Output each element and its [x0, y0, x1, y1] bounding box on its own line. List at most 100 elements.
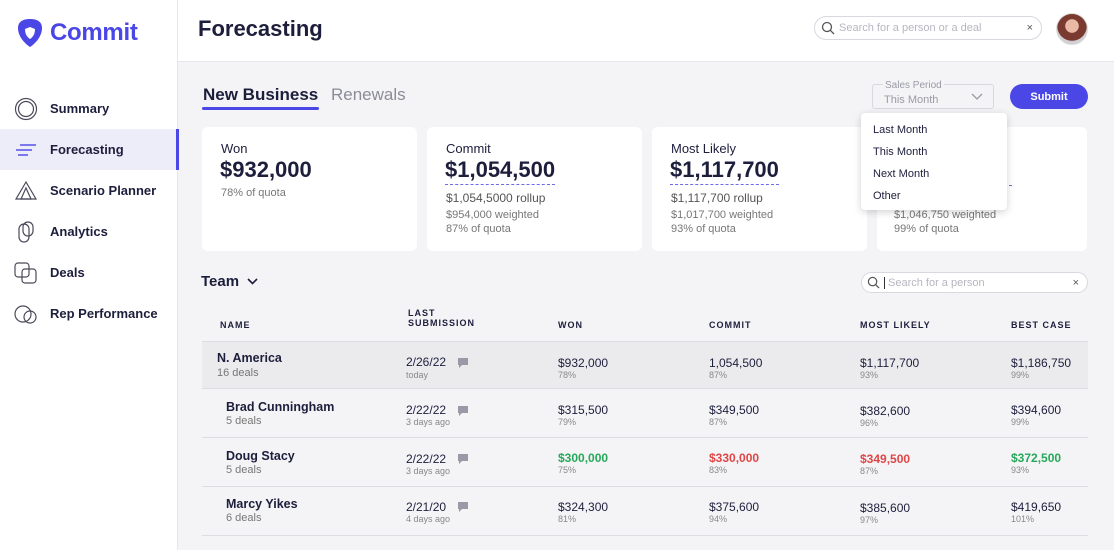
card-rollup: $1,117,700 rollup [671, 191, 763, 205]
row-commit: $349,500 [709, 403, 760, 417]
sidebar-item-label: Analytics [50, 224, 108, 239]
row-best-case-pct: 93% [1011, 465, 1030, 475]
menu-item-this-month[interactable]: This Month [873, 146, 928, 158]
table-row[interactable]: N. America 16 deals 2/26/22 today $932,0… [202, 341, 1088, 389]
row-most-likely: $385,600 [860, 501, 911, 515]
sales-period-select[interactable]: Sales Period This Month [872, 80, 994, 109]
team-selector[interactable]: Team [201, 273, 258, 290]
ring-icon [14, 97, 38, 121]
pill-icon [14, 220, 38, 244]
card-value[interactable]: $1,117,700 [670, 157, 779, 185]
row-most-likely-pct: 93% [860, 370, 879, 380]
row-won: $315,500 [558, 403, 609, 417]
row-date: 2/22/22 [406, 452, 447, 466]
row-best-case: $372,500 [1011, 451, 1062, 465]
column-header-submission[interactable]: SUBMISSION [408, 318, 476, 328]
card-label: Most Likely [671, 141, 737, 156]
row-best-case: $394,600 [1011, 403, 1062, 417]
comment-icon[interactable] [457, 357, 469, 369]
column-header-commit[interactable]: COMMIT [709, 320, 752, 330]
table-row[interactable]: Doug Stacy 5 deals 2/22/22 3 days ago $3… [202, 439, 1088, 487]
app-name: Commit [50, 19, 138, 46]
global-search[interactable]: × [814, 16, 1042, 40]
sidebar-item-scenario-planner[interactable]: Scenario Planner [0, 170, 178, 211]
row-deals: 16 deals [217, 367, 259, 379]
sidebar-item-forecasting[interactable]: Forecasting [0, 129, 179, 170]
column-header-best-case[interactable]: BEST CASE [1011, 320, 1072, 330]
sidebar-item-label: Forecasting [50, 142, 124, 157]
menu-item-other[interactable]: Other [873, 190, 901, 202]
row-commit: $375,600 [709, 500, 760, 514]
card-weighted: $1,017,700 weighted [671, 209, 774, 221]
column-header-won[interactable]: WON [558, 320, 583, 330]
row-most-likely: $349,500 [860, 452, 911, 466]
row-name: Marcy Yikes [226, 497, 298, 511]
sidebar-item-label: Rep Performance [50, 306, 158, 321]
row-won-pct: 81% [558, 514, 577, 524]
sales-period-label: Sales Period [883, 80, 944, 91]
team-search[interactable]: × [861, 272, 1088, 293]
column-header-most-likely[interactable]: MOST LIKELY [860, 320, 931, 330]
comment-icon[interactable] [457, 453, 469, 465]
sidebar: Commit Summary Forecasting Scenario Plan… [0, 0, 179, 550]
team-search-input[interactable] [884, 276, 1073, 289]
row-won: $300,000 [558, 451, 609, 465]
tab-new-business[interactable]: New Business [201, 85, 320, 110]
row-commit-pct: 94% [709, 514, 728, 524]
global-search-input[interactable] [839, 22, 1027, 34]
row-best-case-pct: 99% [1011, 370, 1030, 380]
search-icon [867, 276, 880, 289]
row-most-likely-pct: 87% [860, 466, 879, 476]
column-header-name[interactable]: NAME [220, 320, 251, 330]
sidebar-item-analytics[interactable]: Analytics [0, 211, 178, 252]
avatar[interactable] [1056, 13, 1088, 45]
clear-search-icon[interactable]: × [1026, 22, 1033, 34]
sidebar-item-rep-performance[interactable]: Rep Performance [0, 293, 178, 334]
row-won-pct: 78% [558, 370, 577, 380]
card-weighted: $954,000 weighted [446, 209, 539, 221]
card-quota: 99% of quota [894, 223, 959, 235]
row-most-likely: $1,117,700 [860, 356, 920, 370]
chevron-down-icon [247, 278, 258, 285]
submit-button[interactable]: Submit [1010, 84, 1088, 109]
row-most-likely: $382,600 [860, 404, 911, 418]
sidebar-item-label: Summary [50, 101, 110, 116]
row-name: Doug Stacy [226, 449, 295, 463]
sidebar-item-label: Scenario Planner [50, 183, 157, 198]
row-ago: today [406, 370, 429, 380]
row-best-case-pct: 99% [1011, 417, 1030, 427]
logo[interactable]: Commit [16, 18, 138, 48]
column-header-last[interactable]: LAST [408, 308, 436, 318]
sidebar-item-deals[interactable]: Deals [0, 252, 178, 293]
shield-logo-icon [18, 19, 42, 47]
row-commit-pct: 87% [709, 417, 728, 427]
card-label: Won [221, 141, 248, 156]
row-best-case: $1,186,750 [1011, 356, 1072, 370]
menu-item-last-month[interactable]: Last Month [873, 124, 928, 136]
table-row[interactable]: Marcy Yikes 6 deals 2/21/20 4 days ago $… [202, 488, 1088, 536]
card-value[interactable]: $1,054,500 [445, 157, 556, 185]
card-most-likely: Most Likely $1,117,700 $1,117,700 rollup… [652, 127, 867, 251]
sidebar-item-label: Deals [50, 265, 85, 280]
tab-renewals[interactable]: Renewals [331, 85, 406, 104]
card-quota: 78% of quota [221, 187, 286, 199]
sidebar-item-summary[interactable]: Summary [0, 88, 178, 129]
clear-search-icon[interactable]: × [1072, 276, 1079, 289]
menu-item-next-month[interactable]: Next Month [873, 168, 930, 180]
row-date: 2/21/20 [406, 500, 447, 514]
table-row[interactable]: Brad Cunningham 5 deals 2/22/22 3 days a… [202, 390, 1088, 438]
row-name: Brad Cunningham [226, 400, 335, 414]
row-date: 2/22/22 [406, 403, 447, 417]
sales-period-menu: Last Month This Month Next Month Other [861, 113, 1007, 210]
row-won: $324,300 [558, 500, 609, 514]
triangle-icon [14, 179, 38, 203]
team-title: Team [201, 273, 240, 290]
row-deals: 5 deals [226, 415, 262, 427]
comment-icon[interactable] [457, 405, 469, 417]
card-label: Commit [446, 141, 491, 156]
card-value: $932,000 [220, 157, 312, 182]
search-icon [821, 21, 835, 35]
comment-icon[interactable] [457, 501, 469, 513]
row-commit-pct: 87% [709, 370, 728, 380]
sales-period-value: This Month [884, 94, 939, 106]
